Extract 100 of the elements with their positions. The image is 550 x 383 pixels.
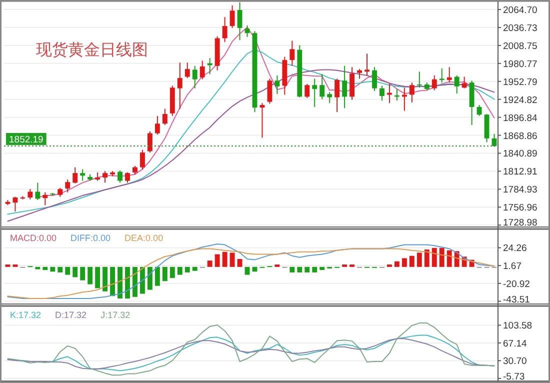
candlestick: [118, 170, 122, 184]
bar: [42, 266, 48, 270]
y-tick-label: -5.73: [503, 372, 525, 382]
bar: [170, 266, 175, 278]
candlestick: [200, 60, 205, 80]
bar: [439, 248, 444, 267]
series-label: DEA:0.00: [124, 233, 164, 243]
bar: [177, 266, 182, 275]
candlestick: [192, 65, 198, 89]
candlestick: [342, 65, 348, 109]
candlestick: [446, 66, 452, 84]
candlestick: [462, 76, 467, 89]
candlestick: [237, 2, 242, 41]
y-tick-label: 1756.96: [503, 202, 538, 214]
y-tick-label: 1812.91: [503, 166, 538, 178]
bar: [244, 266, 250, 275]
candlestick: [162, 108, 168, 126]
bar: [50, 266, 56, 272]
bar: [394, 261, 400, 267]
candlestick: [28, 188, 33, 200]
bar: [237, 259, 242, 267]
y-tick-label: 2008.75: [503, 40, 538, 52]
candlestick: [416, 71, 422, 88]
y-tick-label: 1784.93: [503, 184, 538, 196]
candlestick: [327, 92, 332, 104]
candlestick: [334, 78, 340, 113]
y-tick-label: 1728.98: [503, 218, 538, 228]
text: J:17.32: [100, 310, 130, 320]
bar: [162, 266, 168, 282]
candlestick: [432, 74, 437, 91]
candlestick: [65, 178, 70, 193]
bar: [110, 266, 115, 296]
bar: [432, 248, 437, 267]
candlestick: [154, 115, 160, 136]
candlestick: [439, 68, 444, 84]
candlestick: [320, 74, 325, 100]
ref-line-label: 1852.19: [9, 134, 44, 146]
text: MACD:0.00: [10, 233, 57, 243]
text: K:17.32: [10, 310, 42, 320]
y-tick-label: 1980.77: [503, 58, 538, 70]
y-tick-label: 1840.89: [503, 148, 538, 160]
bar: [290, 266, 295, 272]
candlestick: [42, 192, 48, 206]
candlestick: [177, 62, 182, 110]
bar: [154, 266, 160, 286]
bar: [65, 266, 70, 275]
bar: [125, 266, 130, 298]
text: 现货黄金日线图: [36, 40, 148, 59]
bar: [214, 254, 220, 267]
candlestick: [364, 53, 370, 76]
y-tick-label: 1.67: [503, 261, 522, 272]
candlestick: [147, 130, 152, 154]
y-tick-label: 1896.84: [503, 112, 538, 124]
text: DIFF:0.00: [70, 233, 111, 243]
candlestick: [140, 149, 145, 170]
bar: [402, 258, 407, 267]
bar: [72, 266, 78, 278]
y-tick-label: 1924.82: [503, 94, 538, 106]
candlestick: [409, 82, 414, 103]
bar: [207, 260, 212, 267]
bar: [192, 266, 198, 271]
text: D:17.32: [55, 310, 87, 320]
candlestick: [312, 78, 318, 108]
bar: [409, 256, 414, 267]
candlestick: [102, 170, 108, 184]
bar: [95, 266, 100, 288]
candlestick: [372, 66, 377, 92]
bar: [304, 266, 310, 272]
bar: [230, 252, 235, 267]
candlestick: [304, 83, 310, 98]
bar: [102, 266, 108, 292]
candlestick: [476, 104, 482, 116]
candlestick: [454, 74, 460, 94]
line-series: [7, 322, 495, 376]
bar: [88, 266, 93, 284]
y-tick-label: 2036.73: [503, 22, 538, 34]
y-tick-label: 1868.86: [503, 130, 538, 142]
candlestick: [72, 166, 78, 184]
bar: [424, 250, 430, 267]
y-tick-label: 67.14: [503, 338, 527, 350]
candlestick: [402, 87, 407, 112]
bar: [320, 266, 325, 270]
candlestick: [267, 78, 272, 104]
candlestick: [125, 172, 130, 184]
bar: [132, 266, 138, 297]
bar: [222, 252, 228, 267]
candlestick: [222, 16, 228, 43]
y-tick-label: 2064.70: [503, 5, 538, 16]
y-tick-label: 1952.79: [503, 76, 538, 88]
bar: [416, 252, 422, 267]
candlestick: [484, 114, 490, 143]
y-tick-label: 30.70: [503, 356, 527, 368]
candlestick: [230, 4, 235, 28]
candlestick: [350, 66, 355, 100]
candlestick: [184, 62, 190, 79]
candlestick: [357, 68, 362, 80]
y-tick-label: -43.51: [503, 294, 530, 306]
candlestick: [274, 74, 280, 95]
candlestick: [380, 85, 384, 102]
bar: [80, 266, 86, 280]
